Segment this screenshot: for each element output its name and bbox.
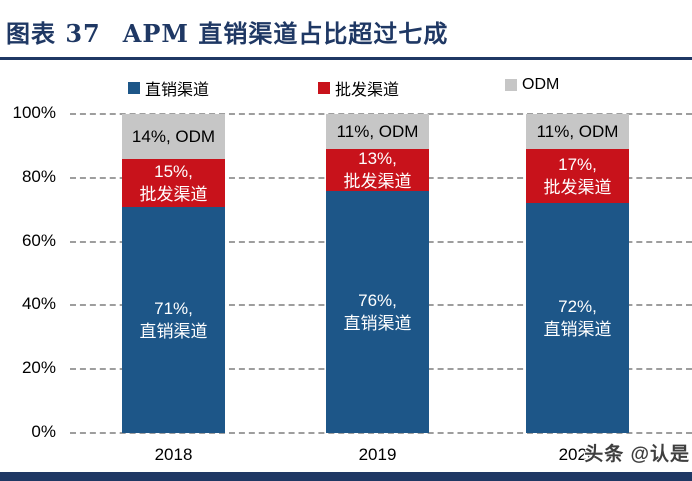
bar-segment-label: 11%, ODM xyxy=(336,122,419,142)
title-divider-rule xyxy=(0,57,692,60)
bar-segment-label: 直销渠道 xyxy=(139,321,208,341)
legend-label: ODM xyxy=(522,76,560,93)
bar-segment-label: 批发渠道 xyxy=(343,171,412,191)
chart-title: 图表 37 APM 直销渠道占比超过七成 xyxy=(6,14,686,49)
bar-segment-label: 72%, xyxy=(558,297,597,317)
y-tick-label-60%: 60% xyxy=(21,231,56,250)
bar-segment-label: 17%, xyxy=(558,155,597,175)
plot-area: 71%, 直销渠道 15%, 批发渠道 14%, ODM 2018 76%, 直销渠道 13%,… xyxy=(70,113,692,464)
bar-segment-label: 11%, ODM xyxy=(536,122,619,142)
x-tick-label-2019: 2019 xyxy=(358,445,397,464)
bar-segment-label: 13%, xyxy=(358,148,397,168)
bar-segment-2018-直销渠道: 71%, 直销渠道 xyxy=(122,206,225,433)
bar-segment-2020-直销渠道: 72%, 直销渠道 xyxy=(526,203,629,433)
gridline-0% xyxy=(70,432,692,434)
figure-title-text: APM 直销渠道占比超过七成 xyxy=(122,19,449,48)
bar-segment-label: 直销渠道 xyxy=(543,320,612,340)
gridline-100% xyxy=(70,113,692,115)
bar-segment-label: 15%, xyxy=(154,161,193,181)
bar-segment-2019-ODM: 11%, ODM xyxy=(326,114,429,150)
chart-legend: 直销渠道 批发渠道 ODM xyxy=(0,76,692,100)
bottom-accent-band xyxy=(0,472,692,481)
bar-segment-label: 14%, ODM xyxy=(131,126,216,146)
x-tick-label-2020: 2020 xyxy=(558,445,597,464)
x-tick-label-2018: 2018 xyxy=(154,445,193,464)
legend-item-2: 批发渠道 xyxy=(318,76,399,100)
legend-swatch-icon xyxy=(505,79,517,91)
legend-label: 批发渠道 xyxy=(335,82,400,99)
y-tick-label-20%: 20% xyxy=(21,358,56,377)
bar-segment-2018-批发渠道: 15%, 批发渠道 xyxy=(122,158,225,207)
bar-segment-label: 76%, xyxy=(358,290,397,310)
y-axis: 0% 20% 40% 60% 80% 100% xyxy=(0,103,60,441)
y-tick-label-0%: 0% xyxy=(31,422,56,441)
y-tick-label-40%: 40% xyxy=(21,294,56,313)
legend-item-3: ODM xyxy=(505,76,559,94)
stacked-bar-2020: 72%, 直销渠道 17%, 批发渠道 11%, ODM xyxy=(526,114,629,433)
y-tick-label-80%: 80% xyxy=(21,167,56,186)
legend-swatch-icon xyxy=(128,82,140,94)
bar-segment-2020-批发渠道: 17%, 批发渠道 xyxy=(526,149,629,204)
bar-segment-label: 71%, xyxy=(154,298,193,318)
stacked-bar-2018: 71%, 直销渠道 15%, 批发渠道 14%, ODM xyxy=(122,114,225,433)
legend-label: 直销渠道 xyxy=(145,82,210,99)
figure-number-label: 图表 37 xyxy=(6,19,101,48)
bar-segment-2018-ODM: 14%, ODM xyxy=(122,114,225,159)
bar-segment-2020-ODM: 11%, ODM xyxy=(526,114,629,150)
bar-segment-label: 批发渠道 xyxy=(543,178,612,198)
bar-segment-label: 直销渠道 xyxy=(343,313,412,333)
bar-segment-2019-直销渠道: 76%, 直销渠道 xyxy=(326,190,429,433)
stacked-bar-2019: 76%, 直销渠道 13%, 批发渠道 11%, ODM xyxy=(326,114,429,433)
legend-item-1: 直销渠道 xyxy=(128,76,209,100)
legend-swatch-icon xyxy=(318,82,330,94)
bar-segment-2019-批发渠道: 13%, 批发渠道 xyxy=(326,148,429,191)
y-tick-label-100%: 100% xyxy=(12,103,56,122)
watermark-text: 头条 @认是 xyxy=(584,444,690,465)
bar-segment-label: 批发渠道 xyxy=(139,184,208,204)
